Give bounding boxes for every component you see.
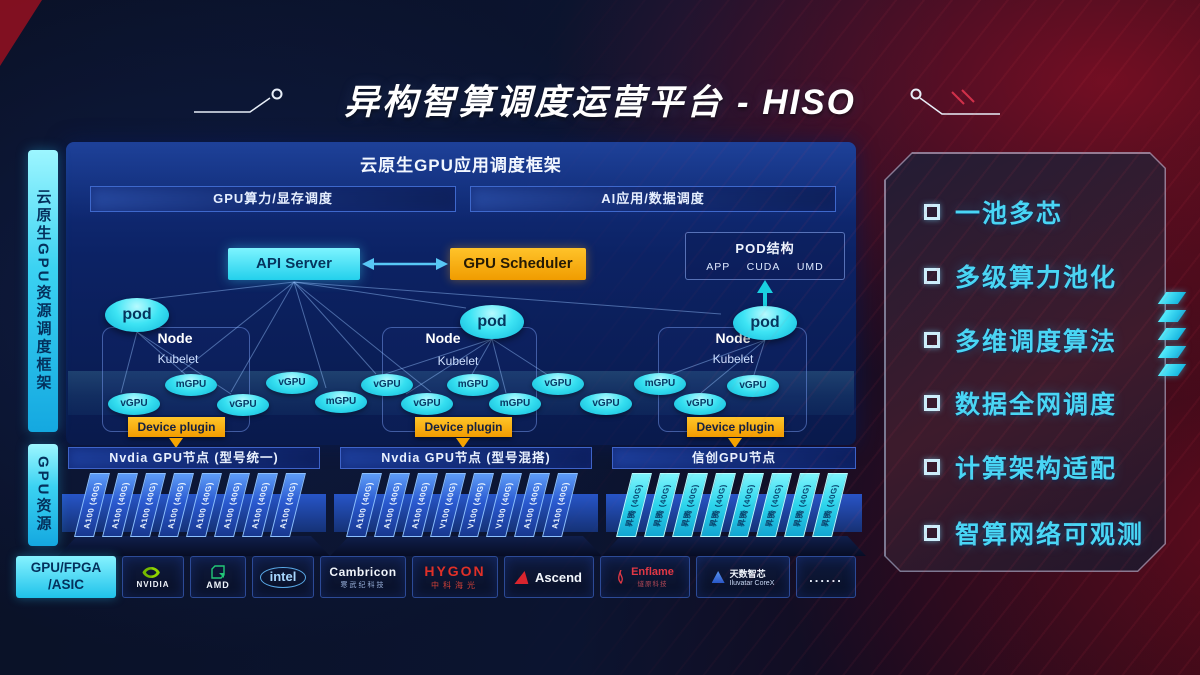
intel-logo: intel [259, 566, 307, 588]
pod-ellipse-3: pod [733, 306, 797, 340]
stripe-icon [1157, 292, 1187, 304]
vendor-amd: AMD [190, 556, 246, 598]
feature-item: 智算网络可观测 [924, 516, 1144, 550]
vendor-iluvatar: 天数智芯 Iluvatar CoreX [696, 556, 790, 598]
connection-lines [120, 258, 773, 395]
square-bullet-icon [924, 459, 940, 475]
gpu-ellipse: mGPU [489, 393, 541, 415]
rail-framework-label: 云原生GPU资源调度框架 [34, 189, 52, 393]
square-bullet-icon [924, 525, 940, 541]
stripe-icon [1157, 346, 1187, 358]
vendor-ascend: Ascend [504, 556, 594, 598]
pod-structure-cuda: CUDA [746, 261, 781, 273]
hazard-stripes [1157, 286, 1187, 382]
device-plugin-3: Device plugin [687, 417, 784, 437]
stack-platform [602, 536, 866, 556]
page-title-text: 异构智算调度运营平台 [344, 83, 725, 122]
stack-platform [330, 536, 602, 556]
gpu-ellipse: vGPU [532, 373, 584, 395]
gpu-ellipse: vGPU [361, 374, 413, 396]
gpu-stack-1: A100 (40G) A100 (40G) A100 (40G) A100 (4… [58, 471, 330, 556]
gpu-ellipse: vGPU [108, 393, 160, 415]
pod-structure-title: POD结构 [735, 241, 795, 256]
vendor-hygon: HYGON 中科海光 [412, 556, 498, 598]
page-title: 异构智算调度运营平台 - HISO [344, 83, 856, 122]
hardware-box: GPU/FPGA /ASIC [16, 556, 116, 598]
feature-item: 数据全网调度 [924, 386, 1117, 420]
stripe-icon [1157, 328, 1187, 340]
stripe-icon [1157, 364, 1187, 376]
circuit-deco-right [910, 88, 1000, 115]
square-bullet-icon [924, 332, 940, 348]
device-plugin-1: Device plugin [128, 417, 225, 437]
api-server-box: API Server [228, 248, 360, 280]
hardware-line1: GPU/FPGA [30, 560, 102, 576]
gpu-ellipse: vGPU [674, 393, 726, 415]
gpu-stack-3: 昇腾 (40G) 昇腾 (40G) 昇腾 (40G) 昇腾 (40G) 昇腾 (… [602, 471, 866, 556]
node-type-bar-1: Nvdia GPU节点 (型号统一) [68, 447, 320, 469]
hardware-line2: /ASIC [47, 577, 84, 592]
vendor-cambricon: Cambricon 寒武纪科技 [320, 556, 406, 598]
feature-item: 多级算力池化 [924, 259, 1117, 293]
vendor-intel: intel [252, 556, 314, 598]
node-type-bar-2: Nvdia GPU节点 (型号混搭) [340, 447, 592, 469]
down-arrow-icon [169, 438, 183, 455]
pod-ellipse-2: pod [460, 305, 524, 339]
vendor-row: NVIDIA AMD intel Cambricon 寒武纪科技 HYGON 中… [122, 556, 856, 598]
nvidia-icon [142, 566, 160, 578]
gpu-stack-2: A100 (40G) A100 (40G) A100 (40G) V100 (4… [330, 471, 602, 556]
down-arrow-icon [456, 438, 470, 455]
amd-icon [211, 564, 225, 579]
node-1-label: Node [157, 330, 193, 346]
feature-panel-bg [886, 154, 1165, 571]
vendor-nvidia: NVIDIA [122, 556, 184, 598]
feature-item: 多维调度算法 [924, 323, 1117, 357]
node-type-bar-3: 信创GPU节点 [612, 447, 856, 469]
rail-gpu-resource-label: GPU资源 [34, 456, 52, 534]
stack-platform [58, 536, 330, 556]
kubelet-1-label: Kubelet [157, 352, 199, 366]
circuit-deco-left [194, 88, 283, 113]
rail-gpu-resource: GPU资源 [28, 444, 58, 546]
gpu-ellipse: vGPU [401, 393, 453, 415]
ai-schedule-bar: AI应用/数据调度 [470, 186, 836, 212]
gpu-ellipse: mGPU [634, 373, 686, 395]
device-plugin-2: Device plugin [415, 417, 512, 437]
gpu-ellipse: mGPU [165, 374, 217, 396]
feature-panel: 一池多芯 多级算力池化 多维调度算法 数据全网调度 计算架构适配 智算网络可观测 [884, 152, 1166, 572]
down-arrow-icon [728, 438, 742, 455]
stripe-icon [1157, 310, 1187, 322]
kubelet-2-label: Kubelet [437, 354, 479, 368]
kubelet-3-label: Kubelet [712, 352, 754, 366]
gpu-scheduler-box: GPU Scheduler [450, 248, 586, 280]
gpu-ellipse: mGPU [315, 391, 367, 413]
iluvatar-icon [711, 571, 725, 583]
rail-framework: 云原生GPU资源调度框架 [28, 150, 58, 432]
pod-ellipse-1: pod [105, 298, 169, 332]
ascend-icon [514, 571, 531, 584]
gpu-ellipse: vGPU [266, 372, 318, 394]
pod-structure-box: POD结构 APP CUDA UMD [685, 232, 845, 280]
pod-structure-umd: UMD [796, 261, 824, 273]
feature-item: 计算架构适配 [924, 450, 1117, 484]
gpu-ellipse: vGPU [217, 394, 269, 416]
node-2-label: Node [425, 330, 461, 346]
pod-structure-app: APP [706, 261, 731, 273]
gpu-ellipse: mGPU [447, 374, 499, 396]
panel-header: 云原生GPU应用调度框架 [360, 156, 562, 175]
scheduling-panel: 云原生GPU应用调度框架 GPU算力/显存调度 AI应用/数据调度 [66, 142, 856, 448]
gpu-ellipse: vGPU [580, 393, 632, 415]
enflame-icon [618, 569, 624, 584]
square-bullet-icon [924, 204, 940, 220]
square-bullet-icon [924, 395, 940, 411]
square-bullet-icon [924, 268, 940, 284]
vendor-enflame: Enflame 燧原科技 [600, 556, 690, 598]
feature-item: 一池多芯 [924, 195, 1063, 229]
vendor-more: ...... [796, 556, 856, 598]
compute-schedule-bar: GPU算力/显存调度 [90, 186, 456, 212]
corner-accent [0, 0, 42, 66]
gpu-ellipse: vGPU [727, 375, 779, 397]
